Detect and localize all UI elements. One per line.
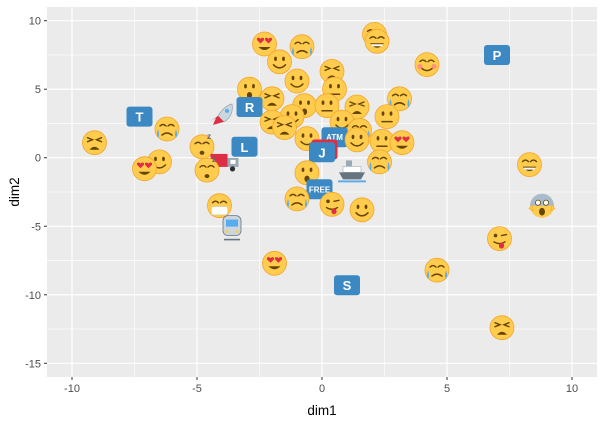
surprised-face-icon xyxy=(294,160,320,186)
y-tick-label: -10 xyxy=(25,290,41,302)
screaming-face-icon xyxy=(528,193,556,218)
badge-icon: J xyxy=(309,142,335,163)
x-tick-label: 10 xyxy=(566,383,578,395)
neutral-face-icon xyxy=(374,104,400,129)
badge-icon: P xyxy=(484,45,510,65)
crying-face-icon xyxy=(424,257,450,283)
tongue-face-icon xyxy=(319,191,345,217)
tired-face-icon xyxy=(344,94,370,120)
svg-text:L: L xyxy=(241,140,249,155)
axis-ticks: -10 -5 0 5 10 -15 -10 -5 0 5 10 xyxy=(25,16,578,395)
y-tick-label: -15 xyxy=(25,358,41,370)
y-axis-title: dim2 xyxy=(7,177,22,206)
y-tick-label: -5 xyxy=(31,221,41,233)
tongue-face-icon xyxy=(487,226,512,252)
smiling-face-icon xyxy=(344,127,370,153)
y-tick-label: 10 xyxy=(29,16,41,28)
badge-icon: L xyxy=(231,136,258,157)
tired-face-icon xyxy=(272,115,297,140)
tired-face-icon xyxy=(259,86,285,112)
surprised-face-icon xyxy=(237,76,262,102)
blushing-face-icon xyxy=(414,52,440,77)
heart-eyes-face-icon xyxy=(252,31,277,57)
crying-face-icon xyxy=(289,34,315,60)
x-tick-label: 5 xyxy=(444,383,450,395)
x-tick-label: -10 xyxy=(64,383,80,395)
grinning-face-icon xyxy=(517,152,542,178)
badge-icon: R xyxy=(236,97,263,117)
svg-text:z: z xyxy=(207,132,211,141)
x-tick-label: 0 xyxy=(319,383,325,395)
smiling-face-icon xyxy=(349,197,375,223)
heart-eyes-face-icon xyxy=(132,156,157,182)
crying-face-icon xyxy=(154,116,180,142)
smiling-face-icon xyxy=(267,49,292,75)
smiling-face-icon xyxy=(284,68,310,94)
x-axis-title: dim1 xyxy=(307,403,336,418)
badge-icon: T xyxy=(126,106,153,127)
y-tick-label: 0 xyxy=(35,153,41,165)
tired-face-icon xyxy=(489,315,515,341)
crying-face-icon xyxy=(387,86,412,112)
mask-face-icon xyxy=(207,193,232,219)
svg-text:P: P xyxy=(493,48,502,63)
y-tick-label: 5 xyxy=(35,84,41,96)
svg-text:J: J xyxy=(318,145,325,160)
heart-eyes-face-icon xyxy=(262,250,287,276)
train-icon xyxy=(222,215,242,241)
rocket-icon xyxy=(211,103,233,125)
svg-text:T: T xyxy=(136,110,144,125)
x-tick-label: -5 xyxy=(192,383,202,395)
neutral-face-icon xyxy=(314,93,340,119)
tired-face-icon xyxy=(82,130,107,156)
badge-icon: S xyxy=(334,275,360,296)
neutral-face-icon xyxy=(369,128,395,154)
sleeping-face-icon: z xyxy=(189,132,215,160)
svg-text:FREE: FREE xyxy=(309,185,331,194)
svg-text:ATM: ATM xyxy=(326,133,343,142)
sleeping-face-icon: z xyxy=(194,155,220,183)
emoji-points: PRTATMzLSOSzJFREES xyxy=(82,22,556,341)
svg-text:R: R xyxy=(245,100,255,115)
crying-face-icon xyxy=(284,186,310,212)
crying-face-icon xyxy=(367,149,392,175)
svg-text:z: z xyxy=(212,155,216,164)
ship-icon xyxy=(338,160,366,183)
svg-text:S: S xyxy=(343,278,352,293)
heart-eyes-face-icon xyxy=(389,130,415,156)
grinning-face-icon xyxy=(364,28,390,54)
